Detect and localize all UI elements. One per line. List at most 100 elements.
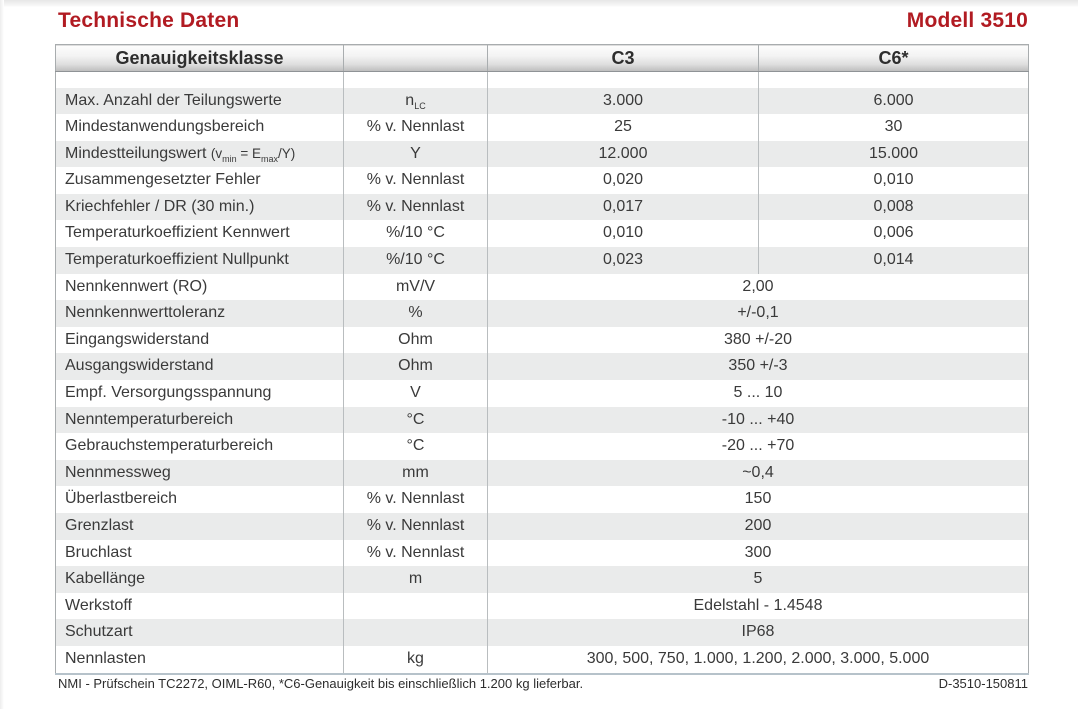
table-row: Temperaturkoeffizient Kennwert %/10 °C 0,0…: [55, 220, 1029, 248]
value-c6-cell: 0,010: [758, 167, 1029, 194]
table-row: Ausgangswiderstand Ohm 350 +/-3: [55, 353, 1029, 381]
param-cell: Gebrauchstemperaturbereich: [55, 433, 344, 460]
footer: NMI - Prüfschein TC2272, OIML-R60, *C6-G…: [58, 676, 1028, 691]
param-cell: Temperaturkoeffizient Kennwert: [55, 220, 344, 248]
unit-cell: mV/V: [343, 273, 488, 301]
page-edge-left-decoration: [0, 0, 4, 709]
param-cell: Überlastbereich: [55, 486, 344, 513]
param-cell: Empf. Versorgungsspannung: [55, 380, 344, 407]
value-span-cell: 2,00: [487, 273, 1029, 301]
page-edge-top-decoration: [0, 0, 1078, 7]
spacer-row: [55, 71, 1029, 88]
value-c3-cell: 0,010: [487, 220, 759, 248]
value-span-cell: 200: [487, 513, 1029, 540]
footer-note: NMI - Prüfschein TC2272, OIML-R60, *C6-G…: [58, 676, 584, 691]
table-header-row: Genauigkeitsklasse C3 C6*: [55, 44, 1029, 72]
param-cell: Mindestteilungswert (vmin = Emax/Y): [55, 140, 344, 168]
value-span-cell: IP68: [487, 619, 1029, 646]
cell-text: /Y): [278, 145, 296, 161]
param-cell: Mindestanwendungsbereich: [55, 114, 344, 141]
unit-cell: %/10 °C: [343, 247, 488, 274]
value-c6-cell: 0,006: [758, 220, 1029, 248]
unit-cell: nLC: [343, 87, 488, 115]
param-cell: Ausgangswiderstand: [55, 353, 344, 381]
param-cell: Kriechfehler / DR (30 min.): [55, 193, 344, 221]
spacer-cell: [343, 71, 488, 88]
value-c3-cell: 0,017: [487, 193, 759, 221]
unit-cell: [343, 619, 488, 646]
param-cell: Nennlasten: [55, 645, 344, 674]
unit-cell: % v. Nennlast: [343, 513, 488, 540]
cell-text: n: [405, 91, 415, 109]
value-c6-cell: 0,014: [758, 247, 1029, 274]
value-c6-cell: 15.000: [758, 140, 1029, 168]
table-row: Mindestteilungswert (vmin = Emax/Y) Y 12.0…: [55, 140, 1029, 168]
unit-cell: Ohm: [343, 326, 488, 354]
value-span-cell: 5: [487, 566, 1029, 593]
table-row: Schutzart IP68: [55, 619, 1029, 646]
param-cell: Nennkennwert (RO): [55, 273, 344, 301]
value-span-cell: ~0,4: [487, 459, 1029, 487]
table-row: Kriechfehler / DR (30 min.)% v. Nennlast…: [55, 193, 1029, 221]
spacer-cell: [758, 71, 1029, 88]
table-row: Eingangswiderstand Ohm 380 +/-20: [55, 326, 1029, 354]
unit-cell: % v. Nennlast: [343, 539, 488, 567]
param-cell: Bruchlast: [55, 539, 344, 567]
unit-cell: %: [343, 300, 488, 327]
unit-cell: Y: [343, 140, 488, 168]
model-title: Modell 3510: [906, 9, 1028, 32]
param-cell: Grenzlast: [55, 513, 344, 540]
subscript-text: LC: [414, 100, 426, 111]
subscript-text: max: [261, 153, 279, 164]
unit-cell: kg: [343, 645, 488, 674]
param-cell: Nennmessweg: [55, 459, 344, 487]
cell-text: (v: [210, 145, 223, 161]
table-row: Mindestanwendungsbereich% v. Nennlast 25 3…: [55, 114, 1029, 141]
unit-cell: % v. Nennlast: [343, 193, 488, 221]
unit-cell: [343, 592, 488, 620]
unit-cell: °C: [343, 433, 488, 460]
value-span-cell: +/-0,1: [487, 300, 1029, 327]
header-unit-column: [343, 44, 488, 72]
value-c3-cell: 0,020: [487, 167, 759, 194]
value-span-cell: 150: [487, 486, 1029, 513]
spacer-cell: [55, 71, 344, 88]
table-row: Grenzlast% v. Nennlast 200: [55, 513, 1029, 540]
value-span-cell: 300, 500, 750, 1.000, 1.200, 2.000, 3.00…: [487, 645, 1029, 674]
header-genauigkeitsklasse: Genauigkeitsklasse: [55, 44, 344, 72]
table-row: Nennkennwert (RO) mV/V 2,00: [55, 273, 1029, 301]
value-span-cell: 350 +/-3: [487, 353, 1029, 381]
unit-cell: °C: [343, 406, 488, 434]
unit-cell: %/10 °C: [343, 220, 488, 248]
param-cell: Schutzart: [55, 619, 344, 646]
unit-cell: Ohm: [343, 353, 488, 381]
param-cell: Max. Anzahl der Teilungswerte: [55, 87, 344, 115]
table-row: Temperaturkoeffizient Nullpunkt %/10 °C 0,…: [55, 247, 1029, 274]
unit-cell: V: [343, 380, 488, 407]
table-row: Nenntemperaturbereich °C -10 ... +40: [55, 406, 1029, 434]
cell-text: Mindestteilungswert: [65, 144, 211, 162]
subscript-text: min: [222, 153, 237, 164]
value-c3-cell: 25: [487, 114, 759, 141]
unit-cell: % v. Nennlast: [343, 167, 488, 194]
value-span-cell: -10 ... +40: [487, 406, 1029, 434]
table-row: Kabellänge m 5: [55, 566, 1029, 593]
title-bar: Technische Daten Modell 3510: [58, 9, 1028, 33]
value-c6-cell: 6.000: [758, 87, 1029, 115]
table-row: Werkstoff Edelstahl - 1.4548: [55, 592, 1029, 620]
value-c6-cell: 30: [758, 114, 1029, 141]
value-span-cell: 380 +/-20: [487, 326, 1029, 354]
param-cell: Nenntemperaturbereich: [55, 406, 344, 434]
value-c6-cell: 0,008: [758, 193, 1029, 221]
value-c3-cell: 12.000: [487, 140, 759, 168]
spec-table: Genauigkeitsklasse C3 C6* Max. Anzahl de…: [55, 44, 1029, 675]
param-cell: Temperaturkoeffizient Nullpunkt: [55, 247, 344, 274]
unit-cell: mm: [343, 459, 488, 487]
table-row: Zusammengesetzter Fehler% v. Nennlast 0,0…: [55, 167, 1029, 194]
footer-doc-id: D-3510-150811: [938, 676, 1028, 691]
unit-cell: % v. Nennlast: [343, 486, 488, 513]
unit-cell: % v. Nennlast: [343, 114, 488, 141]
table-row: Max. Anzahl der Teilungswerte nLC 3.000 6.0…: [55, 87, 1029, 115]
value-span-cell: 300: [487, 539, 1029, 567]
header-c3: C3: [487, 44, 759, 72]
